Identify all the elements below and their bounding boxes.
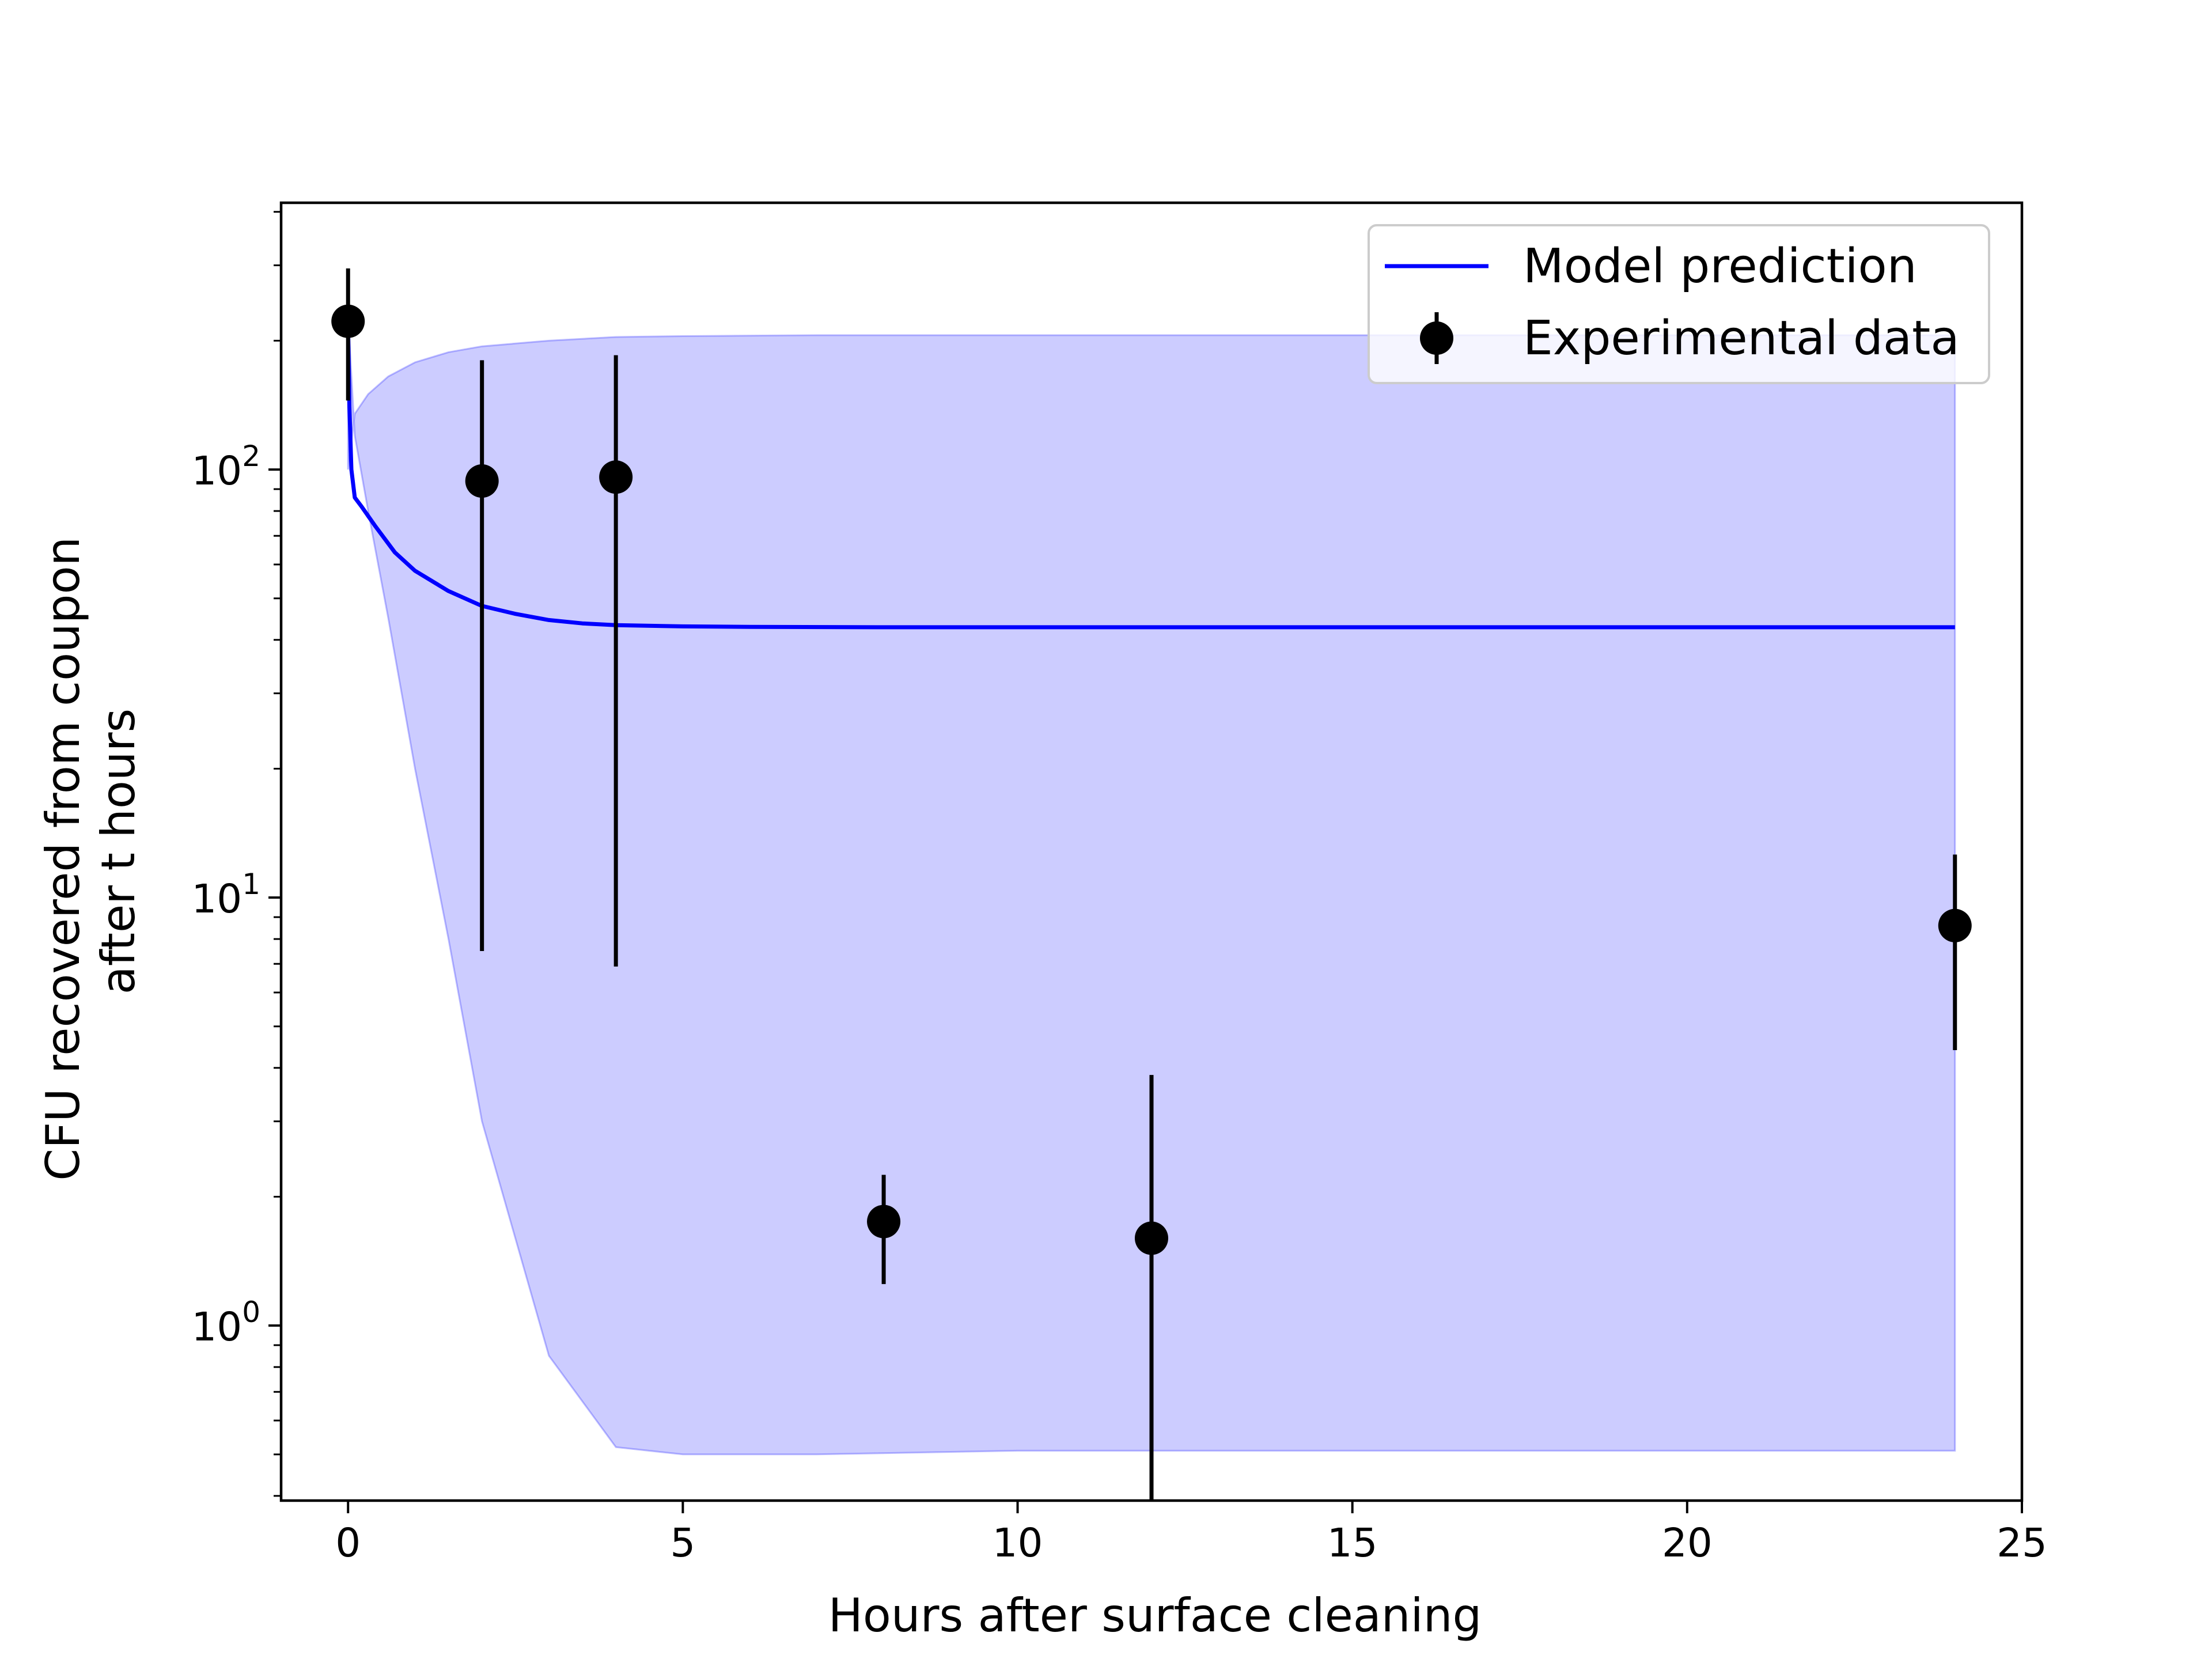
data-point-group xyxy=(331,268,365,401)
data-point-group xyxy=(867,1175,901,1285)
model-prediction-line xyxy=(346,323,1955,630)
y-tick-label: 100 xyxy=(191,1296,260,1350)
y-axis-label-line-2: after t hours xyxy=(92,709,145,994)
legend-box xyxy=(1368,224,1990,384)
legend-data-swatch-marker xyxy=(1420,321,1453,355)
data-points-layer xyxy=(331,268,1972,1501)
x-tick-label: 15 xyxy=(1327,1520,1378,1566)
data-point-group xyxy=(599,355,633,967)
x-tick-label: 25 xyxy=(1997,1520,2047,1566)
data-point xyxy=(465,464,499,498)
legend: Model prediction Experimental data xyxy=(1368,224,1990,384)
data-point xyxy=(1135,1221,1168,1255)
confidence-band xyxy=(347,315,1956,1456)
x-tick-label: 20 xyxy=(1662,1520,1713,1566)
data-point xyxy=(331,304,365,338)
model-line-layer xyxy=(346,323,1955,630)
data-point-group xyxy=(465,360,499,951)
y-ticks: 100 101 102 xyxy=(191,211,281,1497)
y-tick-label: 101 xyxy=(191,868,260,922)
data-point xyxy=(867,1205,901,1238)
x-ticks: 0 5 10 15 20 25 xyxy=(335,1501,2047,1566)
data-point-group xyxy=(1135,1075,1168,1501)
y-axis-label-line-1: CFU recovered from coupon xyxy=(36,537,90,1181)
data-point xyxy=(599,460,633,494)
confidence-band-layer xyxy=(347,315,1956,1456)
plot-frame xyxy=(279,201,2024,1502)
x-axis-label: Hours after surface cleaning xyxy=(828,1589,1482,1642)
data-point-group xyxy=(1938,854,1972,1051)
x-tick-label: 0 xyxy=(335,1520,361,1566)
x-tick-label: 10 xyxy=(993,1520,1043,1566)
x-tick-label: 5 xyxy=(670,1520,695,1566)
y-tick-label: 102 xyxy=(191,440,260,494)
legend-model-label: Model prediction xyxy=(1523,239,1917,294)
data-point xyxy=(1938,908,1972,942)
y-axis-label: CFU recovered from coupon after t hours xyxy=(36,522,145,1180)
legend-data-label: Experimental data xyxy=(1523,311,1960,366)
